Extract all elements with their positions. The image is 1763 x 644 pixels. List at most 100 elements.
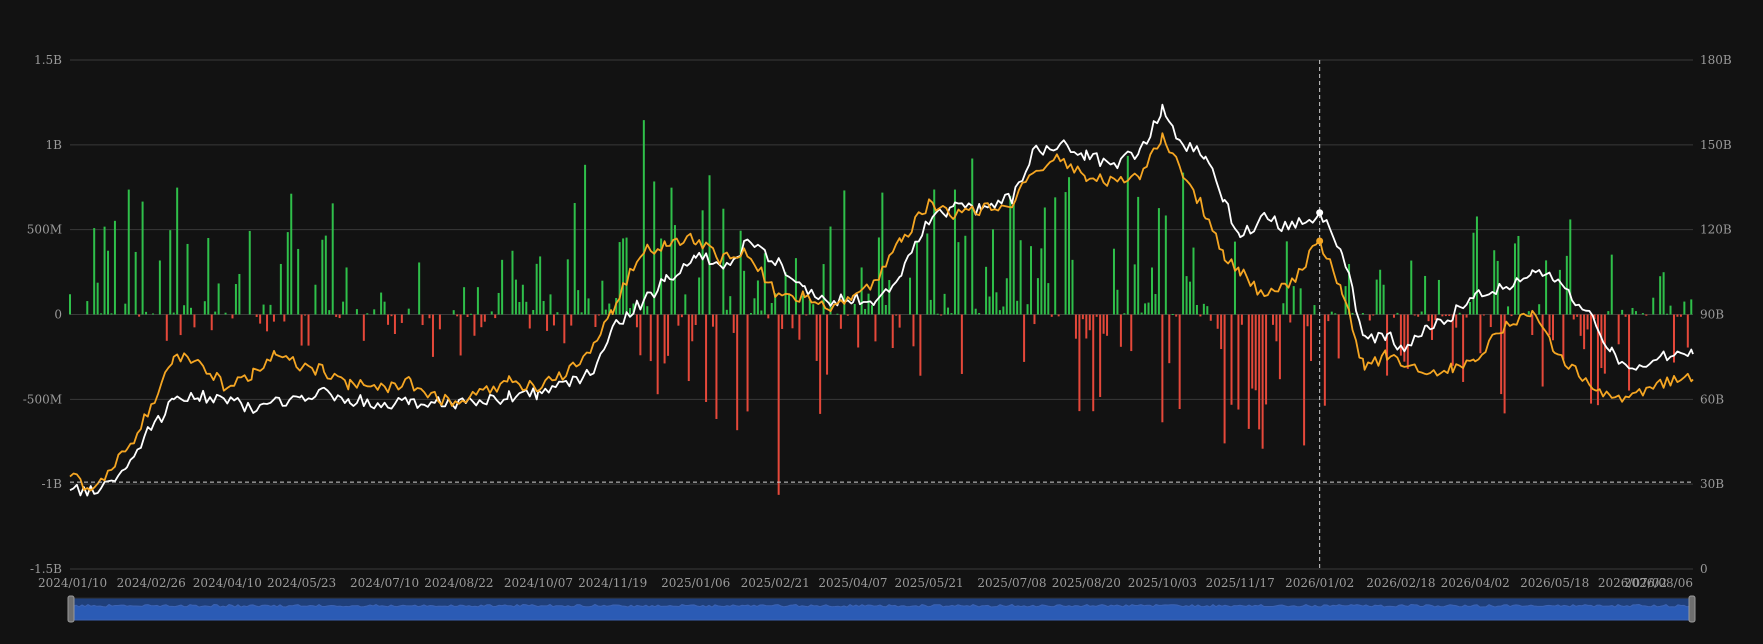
flow-bar [1510, 314, 1513, 317]
flow-bar [1600, 314, 1603, 369]
flow-bar [1448, 314, 1451, 317]
flow-bar [1005, 278, 1008, 315]
flow-bar [673, 225, 676, 315]
flow-bar [418, 262, 421, 315]
series-line [69, 132, 1694, 492]
flow-bar [777, 314, 780, 495]
flow-bar [1040, 248, 1043, 315]
flow-bar [1157, 208, 1160, 315]
series-line [69, 103, 1694, 497]
left-tick-label: -1.5B [30, 562, 62, 576]
flow-bar [1551, 314, 1554, 341]
flow-bar [497, 292, 500, 315]
zoom-slider[interactable] [67, 595, 1696, 623]
flow-bar [1033, 314, 1036, 325]
flow-bar [1278, 314, 1281, 380]
flow-bar [1662, 272, 1665, 315]
x-tick-label: 2025/10/03 [1128, 576, 1197, 590]
flow-bar [176, 187, 179, 315]
flow-bar [843, 190, 846, 315]
flow-bar [625, 237, 628, 315]
flow-bar [1361, 312, 1364, 315]
flow-bar [1444, 314, 1447, 317]
flow-bar [304, 314, 307, 316]
x-tick-label: 2024/02/26 [117, 576, 186, 590]
flow-bar [1223, 314, 1226, 444]
flow-bar [1351, 312, 1354, 315]
flow-bar [881, 192, 884, 315]
flow-bar [1583, 314, 1586, 350]
flow-bar [1538, 304, 1541, 315]
flow-bar [1275, 314, 1278, 342]
flow-bar [483, 314, 486, 322]
flow-bar [1130, 314, 1133, 352]
flow-bar [943, 293, 946, 315]
flow-bar [646, 306, 649, 315]
flow-bar [1026, 304, 1029, 315]
flow-bar [1175, 314, 1178, 317]
crosshair [70, 60, 1693, 569]
flow-bar [964, 235, 967, 315]
flow-bar [1178, 314, 1181, 410]
flow-bar [269, 304, 272, 315]
flow-bar [895, 314, 898, 316]
flow-bar [307, 314, 310, 346]
flow-bar [1437, 279, 1440, 315]
flow-bar [1251, 314, 1254, 389]
flow-bar [1406, 314, 1409, 369]
flow-bar [1116, 289, 1119, 315]
flow-bar [193, 314, 196, 328]
flow-bar [853, 303, 856, 315]
right-tick-label: 0 [1700, 562, 1708, 576]
flow-bar [428, 314, 431, 319]
flow-bar [867, 293, 870, 315]
flow-bar [1410, 260, 1413, 315]
flow-bar [1634, 311, 1637, 315]
flow-bar [138, 314, 141, 317]
flow-bar [494, 314, 497, 319]
flow-bar [1413, 314, 1416, 316]
flow-bar [926, 233, 929, 315]
flow-bar [490, 311, 493, 315]
flow-bar [1375, 279, 1378, 315]
flow-bar [262, 304, 265, 315]
flow-bar [1531, 314, 1534, 335]
flow-bar [1676, 314, 1679, 317]
flow-bar [466, 314, 469, 317]
x-tick-label: 2024/08/22 [424, 576, 493, 590]
flow-bar [1202, 303, 1205, 315]
flow-bar [1427, 314, 1430, 322]
flow-bar [1517, 235, 1520, 315]
flow-bar [1154, 294, 1157, 315]
flow-bar [259, 314, 262, 324]
flow-bar [770, 302, 773, 315]
flow-bar [985, 266, 988, 315]
flow-bar [1074, 314, 1077, 339]
flow-bar [1151, 267, 1153, 315]
flow-bar [597, 314, 600, 316]
flow-bar [829, 226, 832, 315]
flow-bar [1095, 314, 1098, 317]
x-tick-label: 2026/01/02 [1285, 576, 1354, 590]
flow-bar [1434, 314, 1437, 321]
flow-bar [438, 314, 441, 330]
flow-bar [1368, 314, 1371, 321]
flow-bar [836, 313, 839, 315]
flow-bar [407, 308, 410, 315]
flow-bar [791, 314, 794, 329]
flow-bar [480, 314, 483, 328]
flow-bar [390, 314, 393, 317]
flow-bar [653, 181, 656, 315]
flow-bar [1628, 314, 1631, 391]
flow-bar [677, 314, 680, 326]
zoom-handle-left[interactable] [67, 595, 75, 623]
flow-bar [1106, 314, 1109, 336]
flow-bar [321, 239, 324, 315]
flow-bar [110, 313, 113, 315]
zoom-handle-right[interactable] [1688, 595, 1696, 623]
x-tick-label: 2025/08/20 [1052, 576, 1121, 590]
flow-bar [1441, 314, 1444, 317]
x-tick-label: 2026/07/02 [1598, 576, 1667, 590]
flow-bar [248, 230, 251, 315]
